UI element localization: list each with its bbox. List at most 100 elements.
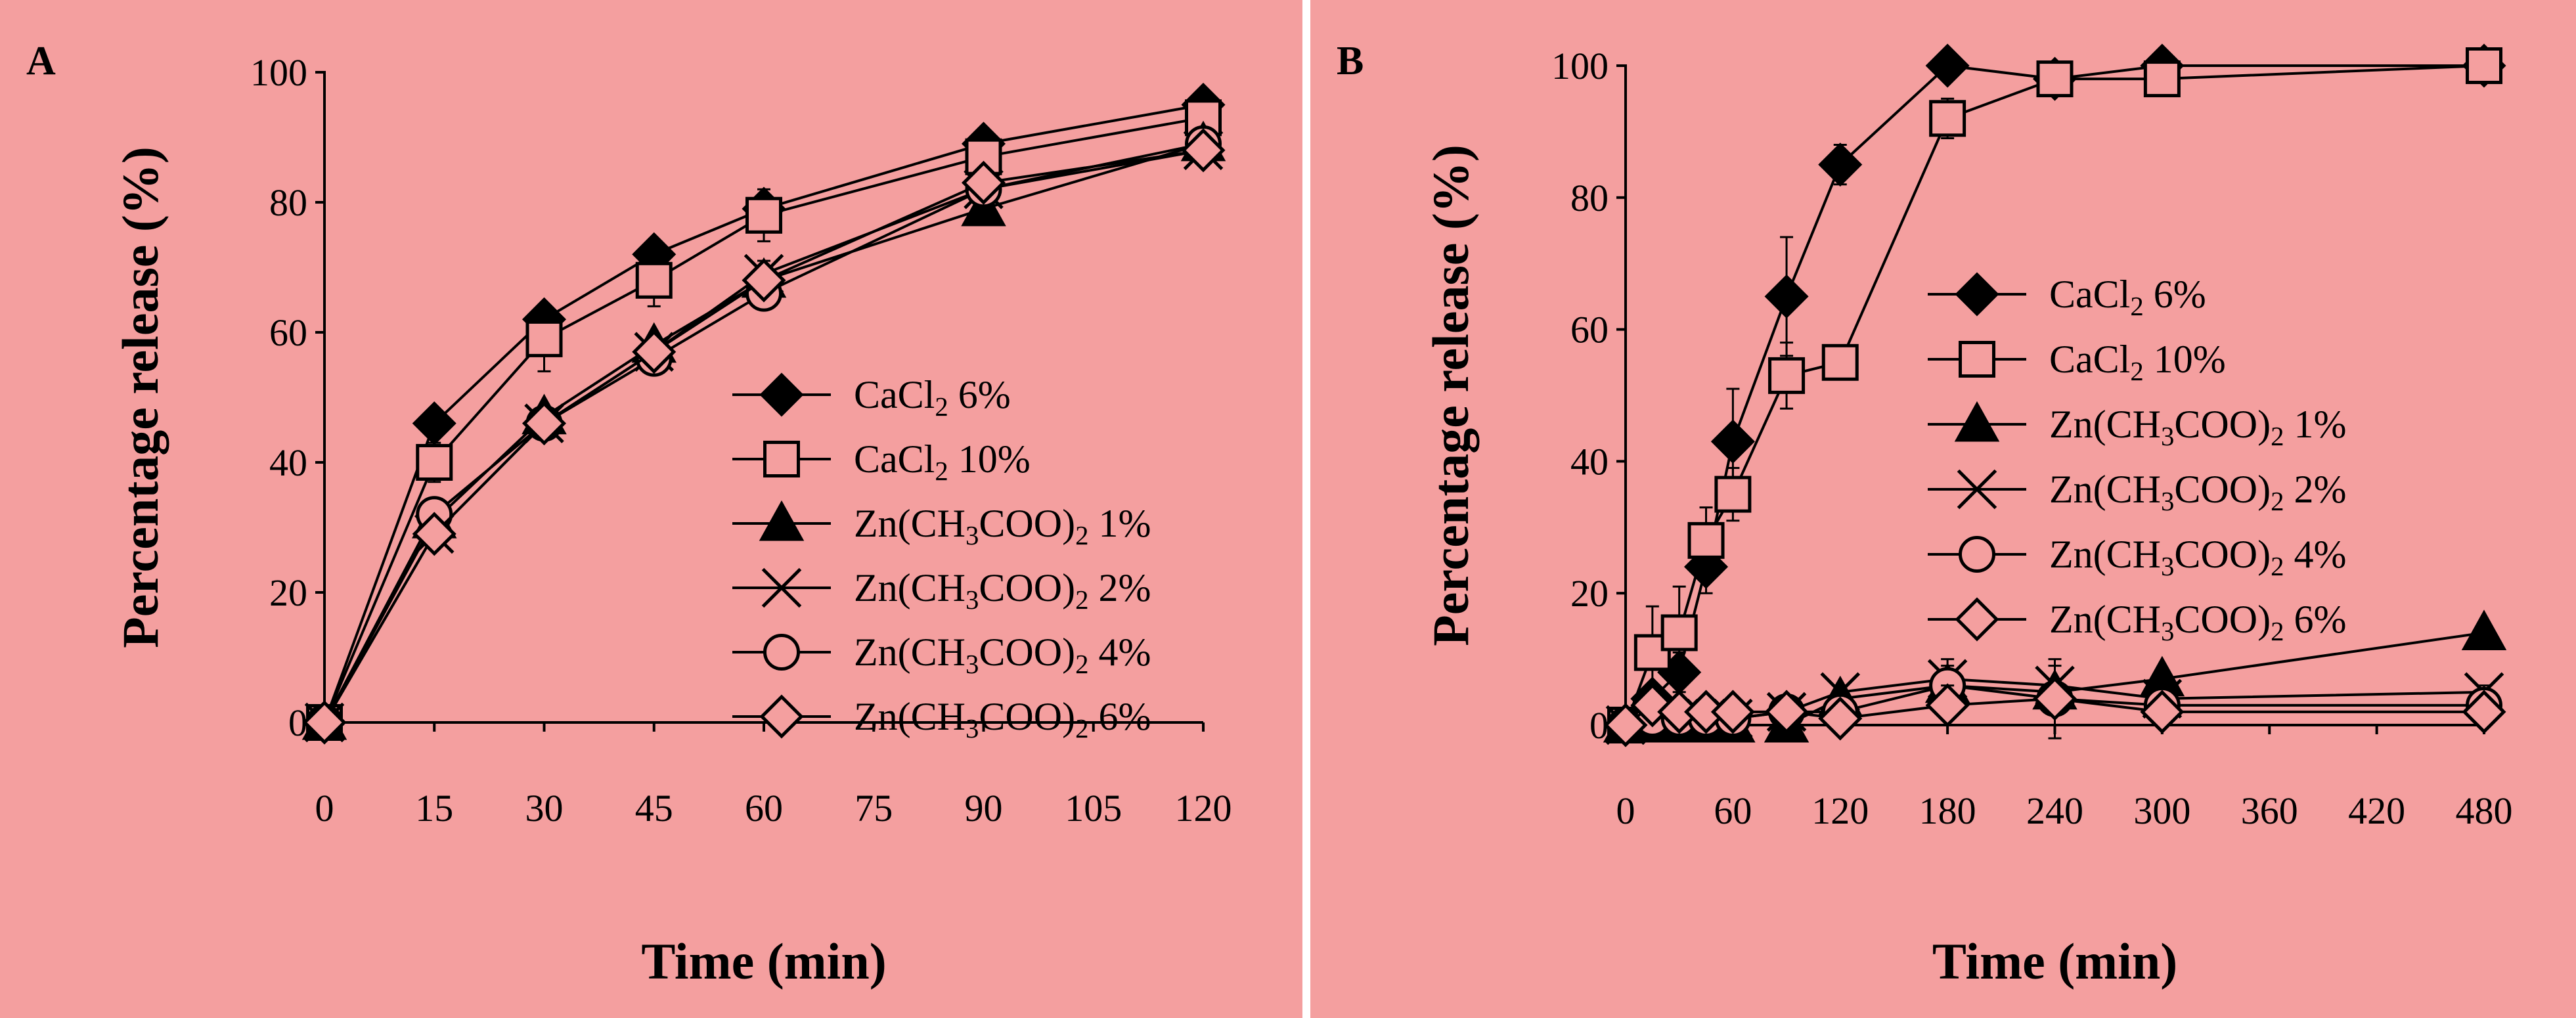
chart-b-series-cacl2-10-point bbox=[2143, 60, 2181, 98]
legend-text-part: CaCl bbox=[854, 373, 935, 416]
chart-b-legend-marker bbox=[1954, 401, 2000, 442]
legend-subscript: 2 bbox=[2271, 422, 2284, 451]
chart-b-legend-entry: Zn(CH3COO)2 4% bbox=[1928, 533, 2346, 581]
chart-b-y-tick-label: 20 bbox=[1570, 572, 1609, 615]
legend-text-part: CaCl bbox=[2049, 338, 2130, 381]
chart-b-series-cacl2-10-point bbox=[1660, 614, 1698, 652]
legend-text-part: COO) bbox=[2174, 533, 2271, 576]
chart-panel-a: A 0 20 40 60 80 100 0 15 30 45 60 75 90 105 120 Time (m… bbox=[0, 0, 1302, 1018]
chart-b-legend-entry: CaCl2 6% bbox=[1928, 272, 2206, 321]
chart-b-legend-entry: Zn(CH3COO)2 2% bbox=[1928, 468, 2346, 516]
chart-a-legend-entry: Zn(CH3COO)2 2% bbox=[732, 566, 1151, 615]
legend-subscript: 2 bbox=[935, 456, 948, 486]
chart-a-legend-marker bbox=[763, 441, 800, 477]
chart-a-x-tick-label: 45 bbox=[635, 787, 673, 830]
chart-a-x-tick-label: 30 bbox=[525, 787, 564, 830]
legend-text-part: 6% bbox=[1088, 695, 1151, 738]
legend-text-part: COO) bbox=[2174, 468, 2271, 511]
chart-a-x-tick-label: 15 bbox=[415, 787, 453, 830]
chart-b-series-zn-ch3coo-2-6-point bbox=[2140, 690, 2185, 734]
legend-subscript: 2 bbox=[2271, 617, 2284, 646]
legend-text-part: 6% bbox=[2284, 598, 2346, 641]
chart-b-x-tick-label: 300 bbox=[2133, 789, 2190, 832]
chart-b-legend-entry: Zn(CH3COO)2 1% bbox=[1928, 401, 2346, 451]
chart-b-legend-marker bbox=[1955, 272, 1999, 317]
legend-text-part: 10% bbox=[948, 437, 1031, 481]
chart-b-series-zn-ch3coo-2-6-point bbox=[1925, 683, 1970, 728]
chart-b-x-tick-label: 0 bbox=[1616, 789, 1635, 832]
chart-b-x-tick-label: 480 bbox=[2456, 789, 2513, 832]
chart-a-series-zn-ch3coo-2-6-point bbox=[412, 512, 456, 556]
legend-subscript: 2 bbox=[2130, 357, 2143, 386]
legend-subscript: 2 bbox=[2271, 552, 2284, 581]
chart-b-legend-marker bbox=[1959, 341, 1995, 378]
chart-a-series-cacl2-10-point bbox=[745, 196, 782, 234]
chart-b-legend-marker bbox=[1959, 536, 1995, 573]
chart-a-legend-marker bbox=[759, 694, 804, 739]
panel-label-b: B bbox=[1337, 39, 1364, 83]
chart-a-legend-marker bbox=[759, 500, 805, 541]
legend-subscript: 3 bbox=[2161, 487, 2174, 516]
chart-a-legend-entry: CaCl2 6% bbox=[732, 372, 1011, 422]
legend-subscript: 3 bbox=[966, 650, 979, 679]
chart-a-legend-entry: Zn(CH3COO)2 4% bbox=[732, 631, 1151, 679]
legend-subscript: 2 bbox=[1075, 585, 1088, 615]
chart-b-series-cacl2-6-point bbox=[1764, 274, 1809, 319]
chart-a-x-tick-label: 105 bbox=[1065, 787, 1122, 830]
chart-a-series-zn-ch3coo-2-6-point bbox=[302, 700, 347, 745]
chart-a-legend-label: Zn(CH3COO)2 1% bbox=[854, 502, 1151, 550]
legend-text-part: Zn(CH bbox=[2049, 598, 2161, 641]
chart-b-series-zn-ch3coo-2-6 bbox=[1603, 676, 2506, 747]
legend-text-part: Zn(CH bbox=[854, 631, 966, 674]
chart-b-series-cacl2-6-point bbox=[1710, 419, 1755, 464]
chart-a-series-zn-ch3coo-2-6-point bbox=[632, 330, 677, 374]
chart-a-series-zn-ch3coo-2-6-point bbox=[961, 160, 1006, 205]
chart-a-legend-entry: CaCl2 10% bbox=[732, 437, 1031, 486]
chart-a-y-tick-label: 100 bbox=[250, 51, 307, 94]
chart-b-x-tick-label: 420 bbox=[2348, 789, 2405, 832]
chart-a-legend-marker bbox=[761, 567, 802, 608]
legend-text-part: COO) bbox=[979, 631, 1075, 674]
chart-b-y-tick-label: 80 bbox=[1570, 177, 1609, 219]
chart-a-x-tick-label: 75 bbox=[855, 787, 893, 830]
chart-b-legend-label: Zn(CH3COO)2 6% bbox=[2049, 598, 2346, 646]
chart-a-x-tick-label: 120 bbox=[1175, 787, 1232, 830]
chart-a-y-tick-label: 80 bbox=[269, 181, 307, 224]
chart-b-y-tick-label: 40 bbox=[1570, 440, 1609, 483]
chart-a-y-tick-label: 40 bbox=[269, 441, 307, 484]
legend-text-part: 2% bbox=[2284, 468, 2346, 511]
chart-a-series-zn-ch3coo-2-6 bbox=[302, 128, 1226, 745]
legend-text-part: Zn(CH bbox=[2049, 533, 2161, 576]
chart-b-x-tick-label: 360 bbox=[2241, 789, 2298, 832]
chart-a-series-zn-ch3coo-2-6-point bbox=[522, 401, 567, 446]
chart-a-legend-entry: Zn(CH3COO)2 6% bbox=[732, 694, 1151, 743]
chart-a-x-axis-label: Time (min) bbox=[641, 933, 886, 990]
chart-b-x-tick-label: 240 bbox=[2026, 789, 2083, 832]
chart-b-series-zn-ch3coo-2-6-point bbox=[1603, 703, 1648, 747]
legend-text-part: 1% bbox=[2284, 403, 2346, 446]
legend-text-part: COO) bbox=[979, 502, 1075, 545]
chart-b-series-cacl2-6-point bbox=[1818, 143, 1863, 187]
legend-text-part: Zn(CH bbox=[854, 502, 966, 545]
legend-subscript: 2 bbox=[2130, 292, 2143, 321]
legend-text-part: 10% bbox=[2144, 338, 2226, 381]
legend-subscript: 2 bbox=[1075, 521, 1088, 550]
chart-b-x-tick-label: 60 bbox=[1714, 789, 1752, 832]
chart-a-legend-label: Zn(CH3COO)2 6% bbox=[854, 695, 1151, 743]
chart-b-series-cacl2-10-point bbox=[1714, 476, 1752, 513]
legend-text-part: CaCl bbox=[2049, 273, 2130, 316]
legend-text-part: Zn(CH bbox=[854, 566, 966, 609]
chart-b-legend-label: Zn(CH3COO)2 1% bbox=[2049, 403, 2346, 451]
panel-label-a: A bbox=[26, 39, 56, 83]
chart-a-legend-label: CaCl2 6% bbox=[854, 373, 1011, 422]
legend-subscript: 3 bbox=[966, 585, 979, 615]
chart-b-legend-marker bbox=[1955, 597, 1999, 642]
legend-subscript: 3 bbox=[966, 521, 979, 550]
chart-a-series-zn-ch3coo-2-6-point bbox=[742, 258, 786, 303]
legend-subscript: 2 bbox=[935, 392, 948, 422]
chart-b-legend-label: CaCl2 6% bbox=[2049, 273, 2206, 321]
chart-a-x-tick-label: 60 bbox=[745, 787, 783, 830]
